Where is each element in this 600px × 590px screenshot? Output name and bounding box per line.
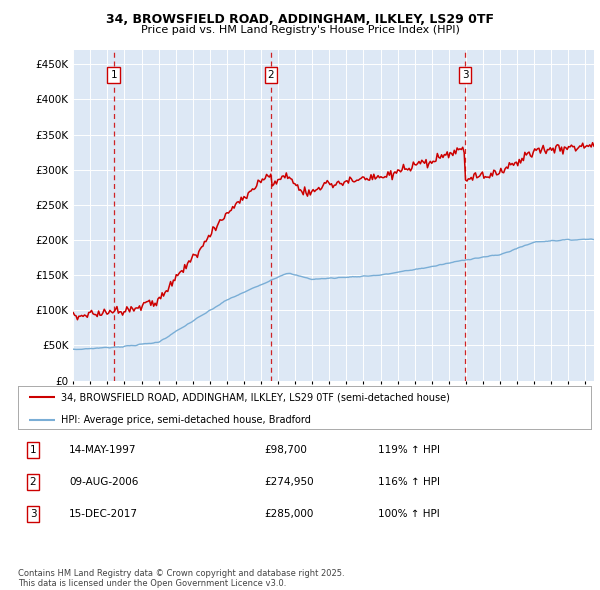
Text: 1: 1 [29, 445, 37, 455]
Text: 2: 2 [29, 477, 37, 487]
Text: 100% ↑ HPI: 100% ↑ HPI [378, 509, 440, 519]
Text: Contains HM Land Registry data © Crown copyright and database right 2025.
This d: Contains HM Land Registry data © Crown c… [18, 569, 344, 588]
Text: 14-MAY-1997: 14-MAY-1997 [69, 445, 137, 455]
Text: £98,700: £98,700 [264, 445, 307, 455]
Text: HPI: Average price, semi-detached house, Bradford: HPI: Average price, semi-detached house,… [61, 415, 311, 425]
Text: 116% ↑ HPI: 116% ↑ HPI [378, 477, 440, 487]
Text: 3: 3 [29, 509, 37, 519]
Text: 15-DEC-2017: 15-DEC-2017 [69, 509, 138, 519]
Text: 1: 1 [110, 70, 117, 80]
Text: 2: 2 [268, 70, 274, 80]
Text: Price paid vs. HM Land Registry's House Price Index (HPI): Price paid vs. HM Land Registry's House … [140, 25, 460, 35]
Text: 3: 3 [462, 70, 469, 80]
Text: 34, BROWSFIELD ROAD, ADDINGHAM, ILKLEY, LS29 0TF (semi-detached house): 34, BROWSFIELD ROAD, ADDINGHAM, ILKLEY, … [61, 393, 450, 403]
Text: £285,000: £285,000 [264, 509, 313, 519]
Text: 09-AUG-2006: 09-AUG-2006 [69, 477, 139, 487]
Text: £274,950: £274,950 [264, 477, 314, 487]
Text: 34, BROWSFIELD ROAD, ADDINGHAM, ILKLEY, LS29 0TF: 34, BROWSFIELD ROAD, ADDINGHAM, ILKLEY, … [106, 13, 494, 26]
Text: 119% ↑ HPI: 119% ↑ HPI [378, 445, 440, 455]
